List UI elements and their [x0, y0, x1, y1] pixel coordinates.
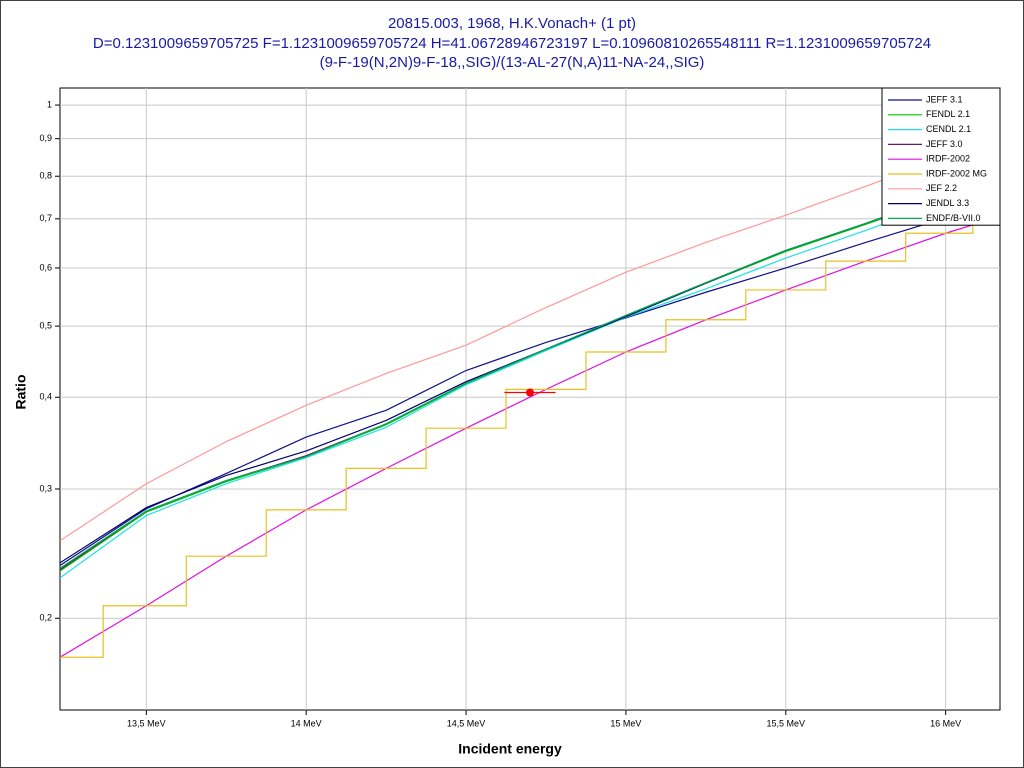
legend-label: JEF 2.2 [926, 183, 957, 193]
title-line: (9-F-19(N,2N)9-F-18,,SIG)/(13-AL-27(N,A)… [320, 54, 705, 71]
legend-label: FENDL 2.1 [926, 109, 970, 119]
x-tick-label: 15 MeV [610, 718, 641, 728]
legend-label: JEFF 3.0 [926, 139, 963, 149]
x-tick-label: 16 MeV [930, 718, 961, 728]
plot-area [59, 87, 1001, 711]
series-line [60, 174, 1000, 569]
legend-label: CENDL 2.1 [926, 124, 971, 134]
legend-label: JENDL 3.3 [926, 198, 969, 208]
y-tick-label: 0,8 [39, 171, 52, 181]
series-line [60, 199, 1000, 566]
y-tick-label: 0,6 [39, 262, 52, 272]
series-line [60, 179, 1000, 579]
legend-label: IRDF-2002 MG [926, 168, 987, 178]
y-tick-label: 0,5 [39, 320, 52, 330]
legend-label: ENDF/B-VII.0 [926, 213, 981, 223]
legend-label: IRDF-2002 [926, 154, 970, 164]
series-line [60, 215, 1000, 658]
y-tick-label: 0,9 [39, 133, 52, 143]
y-tick-label: 0,2 [39, 613, 52, 623]
x-tick-label: 13,5 MeV [127, 718, 166, 728]
series-line [60, 175, 1000, 572]
y-tick-label: 0,4 [39, 392, 52, 402]
title-line: D=0.1231009659705725 F=1.123100965970572… [93, 35, 931, 52]
data-point [526, 388, 534, 397]
title-line: 20815.003, 1968, H.K.Vonach+ (1 pt) [388, 15, 636, 32]
legend-label: JEFF 3.1 [926, 94, 963, 104]
y-axis-label: Ratio [13, 375, 29, 410]
y-tick-label: 0,7 [39, 213, 52, 223]
y-tick-label: 0,3 [39, 483, 52, 493]
x-tick-label: 14,5 MeV [447, 718, 486, 728]
x-tick-label: 14 MeV [291, 718, 322, 728]
legend-box [881, 87, 1001, 226]
series-line [60, 139, 1000, 542]
y-tick-label: 1 [47, 99, 52, 109]
x-tick-label: 15,5 MeV [767, 718, 806, 728]
x-axis-label: Incident energy [458, 741, 562, 757]
